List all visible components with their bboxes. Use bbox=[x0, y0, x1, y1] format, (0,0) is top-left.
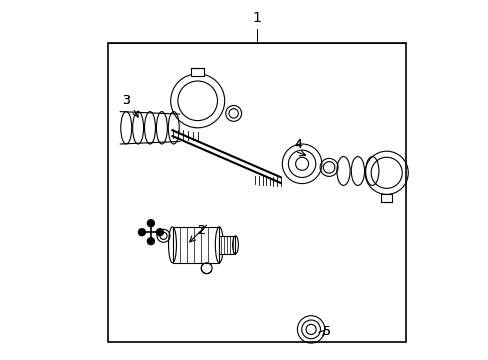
Circle shape bbox=[156, 229, 163, 236]
Bar bbox=[172, 227, 219, 263]
Bar bbox=[107, 43, 406, 342]
Circle shape bbox=[138, 229, 145, 236]
Bar bbox=[381, 194, 391, 202]
Text: 1: 1 bbox=[252, 11, 261, 25]
Text: 4: 4 bbox=[294, 138, 302, 150]
Circle shape bbox=[147, 220, 154, 227]
Text: 2: 2 bbox=[197, 224, 205, 237]
Text: 3: 3 bbox=[122, 94, 129, 107]
Text: 2: 2 bbox=[197, 224, 205, 237]
Circle shape bbox=[147, 238, 154, 245]
Text: 5: 5 bbox=[323, 325, 331, 338]
Text: 3: 3 bbox=[122, 94, 129, 107]
Text: 4: 4 bbox=[294, 138, 302, 150]
Text: 5: 5 bbox=[323, 325, 331, 338]
Bar bbox=[219, 236, 235, 254]
Bar bbox=[191, 68, 204, 76]
